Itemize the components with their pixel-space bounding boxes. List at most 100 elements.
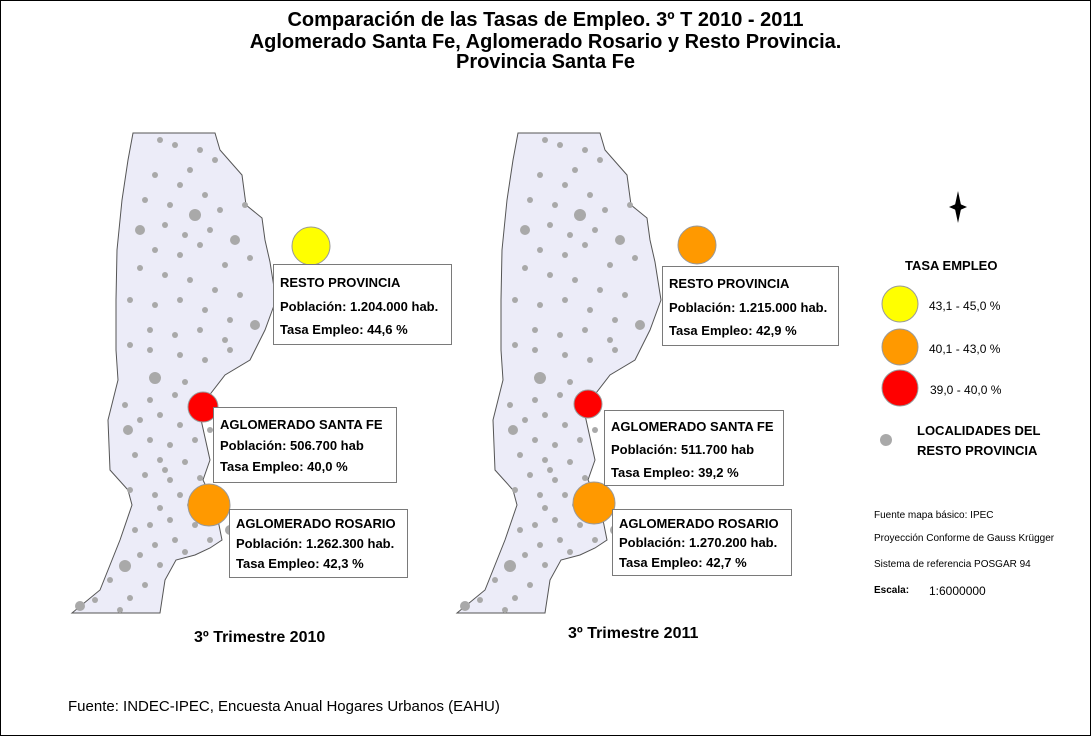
locality-dot-2010: [157, 412, 163, 418]
locality-dot-2010: [172, 392, 178, 398]
locality-dot-2011: [572, 167, 578, 173]
locality-dot-2010: [149, 372, 161, 384]
locality-dot-2010: [92, 597, 98, 603]
region-name: AGLOMERADO SANTA FE: [220, 417, 383, 432]
locality-dot-2010: [147, 397, 153, 403]
legend-range-low: 39,0 - 40,0 %: [930, 383, 1002, 397]
locality-dot-2010: [127, 487, 133, 493]
locality-dot-2011: [512, 342, 518, 348]
rate-bubble-resto-provincia-2010: [291, 226, 331, 266]
locality-dot-2010: [202, 192, 208, 198]
locality-dot-2010: [119, 560, 131, 572]
locality-dot-2011: [502, 607, 508, 613]
locality-dot-2011: [622, 292, 628, 298]
period-label-2011: 3º Trimestre 2011: [568, 625, 699, 642]
reference-system-note: Sistema de referencia POSGAR 94: [874, 559, 1031, 570]
locality-dot-2010: [207, 427, 213, 433]
locality-dot-2010: [107, 577, 113, 583]
locality-dot-2011: [552, 202, 558, 208]
locality-dot-2011: [542, 412, 548, 418]
locality-dot-2011: [592, 227, 598, 233]
locality-dot-2010: [177, 492, 183, 498]
locality-dot-2011: [527, 472, 533, 478]
locality-dot-2010: [167, 442, 173, 448]
locality-dot-2011: [562, 492, 568, 498]
locality-dot-2011: [520, 225, 530, 235]
locality-dot-2011: [602, 207, 608, 213]
region-population: Población: 511.700 hab: [611, 442, 755, 457]
locality-dot-2011: [612, 317, 618, 323]
locality-dot-2010: [147, 327, 153, 333]
region-rate: Tasa Empleo: 42,7 %: [619, 555, 747, 570]
locality-dot-2011: [552, 477, 558, 483]
legend-swatch-high: [881, 285, 919, 323]
locality-dot-2011: [477, 597, 483, 603]
locality-dot-2010: [230, 235, 240, 245]
locality-dot-2010: [162, 467, 168, 473]
locality-dot-2010: [212, 157, 218, 163]
locality-dot-2010: [177, 297, 183, 303]
rate-bubble-rosario-2011: [572, 481, 616, 525]
locality-dot-2011: [582, 475, 588, 481]
map-title-line2: Aglomerado Santa Fe, Aglomerado Rosario …: [249, 31, 842, 53]
locality-dot-2010: [152, 492, 158, 498]
locality-dot-2011: [547, 272, 553, 278]
region-rate: Tasa Empleo: 42,3 %: [236, 556, 364, 571]
locality-dot-2011: [542, 457, 548, 463]
locality-dot-2010: [152, 302, 158, 308]
locality-dot-2011: [512, 297, 518, 303]
locality-dot-2010: [147, 437, 153, 443]
data-source-note: Fuente: INDEC-IPEC, Encuesta Anual Hogar…: [68, 698, 500, 715]
locality-dot-2010: [227, 347, 233, 353]
locality-dot-2010: [187, 167, 193, 173]
map-title-line3: Provincia Santa Fe: [456, 51, 635, 73]
locality-dot-2010: [192, 522, 198, 528]
rate-bubbles: [187, 225, 919, 527]
locality-dot-2011: [512, 487, 518, 493]
locality-dot-2011: [522, 265, 528, 271]
locality-dot-2011: [537, 542, 543, 548]
locality-dot-2011: [607, 337, 613, 343]
province-shape: [455, 132, 662, 614]
region-name: AGLOMERADO ROSARIO: [236, 516, 396, 531]
locality-dot-2010: [247, 255, 253, 261]
locality-dot-2010: [207, 537, 213, 543]
locality-dot-2011: [537, 492, 543, 498]
locality-dot-2010: [237, 292, 243, 298]
label-resto-provincia-2011: RESTO PROVINCIA Población: 1.215.000 hab…: [662, 266, 839, 346]
locality-dot-2010: [197, 242, 203, 248]
region-rate: Tasa Empleo: 44,6 %: [280, 322, 408, 337]
locality-dot-2011: [592, 427, 598, 433]
locality-dot-2010: [127, 595, 133, 601]
locality-dot-2010: [135, 225, 145, 235]
locality-dot-2011: [615, 235, 625, 245]
province-map-2010: [70, 132, 277, 614]
locality-dot-2010: [127, 297, 133, 303]
region-rate: Tasa Empleo: 39,2 %: [611, 465, 739, 480]
locality-dot-2011: [577, 437, 583, 443]
locality-dot-2010: [227, 317, 233, 323]
locality-dot-2011: [552, 517, 558, 523]
rate-bubble-rosario-2010: [187, 483, 231, 527]
base-map-source: Fuente mapa básico: IPEC: [874, 510, 994, 521]
locality-dot-2011: [587, 192, 593, 198]
locality-dot-2010: [212, 287, 218, 293]
map-title-line1: Comparación de las Tasas de Empleo. 3º T…: [287, 9, 804, 31]
locality-dot-2011: [597, 157, 603, 163]
locality-dot-2010: [182, 549, 188, 555]
period-label-2010: 3º Trimestre 2010: [194, 629, 326, 646]
locality-dot-2010: [182, 459, 188, 465]
locality-dot-2011: [504, 560, 516, 572]
locality-dot-2010: [137, 265, 143, 271]
locality-dot-2011: [508, 425, 518, 435]
locality-dot-2011: [562, 182, 568, 188]
locality-dot-2011: [587, 307, 593, 313]
region-rate: Tasa Empleo: 40,0 %: [220, 459, 348, 474]
legend-localities-line2: RESTO PROVINCIA: [917, 443, 1038, 458]
locality-dot-2010: [177, 422, 183, 428]
locality-dot-2011: [612, 347, 618, 353]
locality-dot-2011: [517, 527, 523, 533]
scale-label: Escala:: [874, 585, 910, 596]
locality-dot-2011: [537, 172, 543, 178]
rate-bubble-resto-provincia-2011: [677, 225, 717, 265]
